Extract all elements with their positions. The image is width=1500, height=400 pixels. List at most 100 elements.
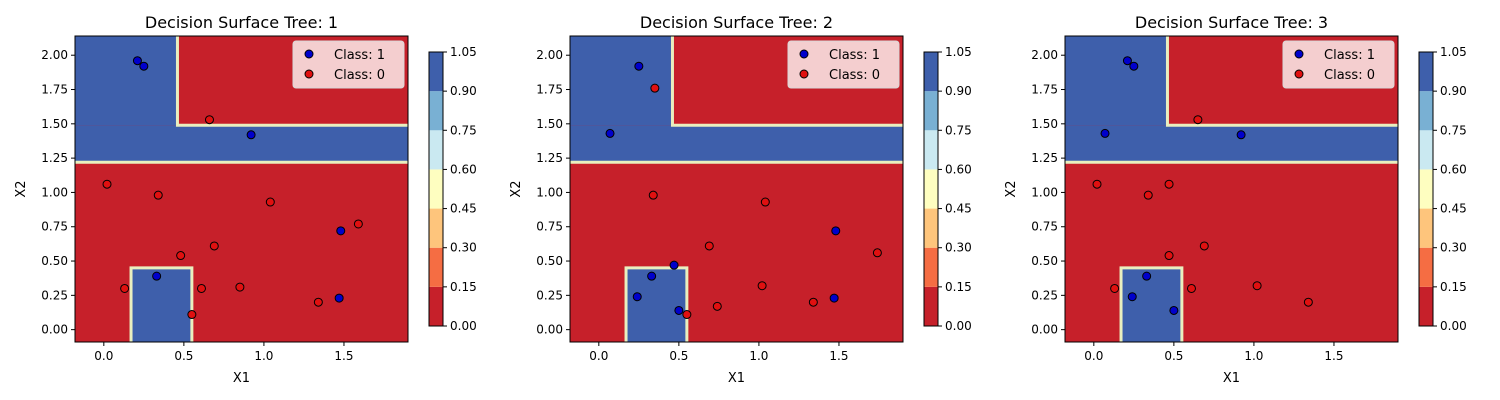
colorbar-tick-label: 1.05 [1440, 45, 1467, 59]
plot-frame [1064, 35, 1399, 343]
class-1-point [152, 271, 162, 281]
colorbar-band [1419, 247, 1433, 287]
decision-boundary [570, 36, 903, 342]
y-tick-label: 0.75 [536, 220, 563, 234]
colorbar-tick-label: 0.75 [1440, 123, 1467, 137]
surface-class-1-region [1065, 125, 1398, 163]
x-tick-label: 0.5 [1164, 349, 1183, 363]
x-tick-label: 0.0 [1084, 349, 1103, 363]
colorbar-band [1419, 91, 1433, 131]
legend: Class: 1 Class: 0 [1282, 40, 1395, 89]
colorbar-band [1419, 130, 1433, 170]
colorbar-frame [1418, 51, 1434, 327]
colorbar-tick-label: 0.30 [450, 241, 477, 255]
x-tick-label: 1.5 [829, 349, 848, 363]
legend-marker-class-0 [304, 69, 314, 79]
class-1-point [674, 305, 684, 315]
surface-class-1-region [1065, 36, 1168, 126]
subplot-3: 0.0 0.5 1.0 1.5 0.00 0.25 0.50 0.75 1.00 1.25 1.50… [1004, 13, 1467, 386]
x-tick-label: 1.5 [1324, 349, 1343, 363]
class-0-point [712, 301, 722, 311]
class-1-point [669, 260, 679, 270]
colorbar-band [429, 286, 443, 326]
class-0-point [176, 251, 186, 261]
class-0-point [187, 310, 197, 320]
y-tick-label: 0.00 [1031, 323, 1058, 337]
class-1-point [634, 61, 644, 71]
y-tick-label: 0.50 [41, 254, 68, 268]
class-0-point [102, 179, 112, 189]
chart-title: Decision Surface Tree: 2 [640, 13, 833, 32]
legend-box [787, 40, 900, 89]
colorbar-tick-label: 0.15 [1440, 280, 1467, 294]
class-0-point [757, 281, 767, 291]
legend-marker-class-1 [1294, 49, 1304, 59]
y-tick-label: 1.00 [1031, 185, 1058, 199]
class-0-point [353, 219, 363, 229]
surface-class-1-region [131, 267, 192, 342]
subplot-2: 0.0 0.5 1.0 1.5 0.00 0.25 0.50 0.75 1.00 1.25 1.50… [509, 13, 972, 386]
class-0-point [1199, 241, 1209, 251]
colorbar-tick-label: 0.15 [945, 280, 972, 294]
legend-label: Class: 0 [334, 68, 385, 83]
colorbar-tick-label: 0.30 [945, 241, 972, 255]
colorbar-band [429, 208, 443, 248]
class-1-point [132, 56, 142, 66]
y-tick-label: 1.00 [536, 185, 563, 199]
y-tick-label: 1.00 [41, 185, 68, 199]
class-1-point [1169, 305, 1179, 315]
colorbar-tick-label: 1.05 [450, 45, 477, 59]
class-0-point [153, 190, 163, 200]
x-tick-label: 0.0 [94, 349, 113, 363]
x-tick-label: 1.0 [749, 349, 768, 363]
surface-class-1-region [75, 36, 178, 126]
class-0-point [648, 190, 658, 200]
legend: Class: 1 Class: 0 [292, 40, 405, 89]
class-0-point [1303, 297, 1313, 307]
colorbar-tick-label: 0.75 [450, 123, 477, 137]
class-1-point [831, 226, 841, 236]
x-tick-label: 1.5 [334, 349, 353, 363]
colorbar-band [924, 286, 938, 326]
class-0-point [313, 297, 323, 307]
legend-marker-class-0 [1294, 69, 1304, 79]
surface-class-1-region [75, 125, 408, 163]
colorbar-tick-label: 0.90 [450, 84, 477, 98]
colorbar-tick-label: 0.45 [1440, 202, 1467, 216]
class-0-point [1252, 281, 1262, 291]
class-0-point [760, 197, 770, 207]
y-tick-label: 0.75 [1031, 220, 1058, 234]
legend-marker-class-1 [304, 49, 314, 59]
class-1-point [1122, 56, 1132, 66]
y-axis-label: X2 [1004, 180, 1019, 197]
colorbar: 0.00 0.15 0.30 0.45 0.60 0.75 0.90 1.05 [428, 45, 477, 333]
legend-box [292, 40, 405, 89]
class-0-point [1164, 251, 1174, 261]
colorbar-frame [923, 51, 939, 327]
colorbar-tick-label: 0.15 [450, 280, 477, 294]
legend-label: Class: 0 [1324, 68, 1375, 83]
y-tick-label: 1.75 [1031, 83, 1058, 97]
class-1-point [1129, 61, 1139, 71]
decision-boundary [75, 36, 408, 342]
x-tick-label: 0.5 [669, 349, 688, 363]
legend-label: Class: 1 [829, 48, 880, 63]
colorbar-tick-label: 0.00 [945, 319, 972, 333]
colorbar-tick-label: 0.90 [1440, 84, 1467, 98]
class-1-point [1236, 130, 1246, 140]
colorbar-band [1419, 169, 1433, 209]
y-tick-label: 1.25 [1031, 151, 1058, 165]
x-tick-label: 0.0 [589, 349, 608, 363]
colorbar-band [429, 52, 443, 92]
colorbar-band [429, 130, 443, 170]
y-tick-label: 2.00 [1031, 48, 1058, 62]
surface-class-1-region [626, 267, 687, 342]
legend-label: Class: 1 [334, 48, 385, 63]
colorbar-tick-label: 0.00 [1440, 319, 1467, 333]
class-1-point [647, 271, 657, 281]
subplot-1: 0.0 0.5 1.0 1.5 0.00 0.25 0.50 0.75 1.00 1.25 1.50… [14, 13, 477, 386]
colorbar-band [924, 130, 938, 170]
class-0-point [704, 241, 714, 251]
class-0-point [1143, 190, 1153, 200]
